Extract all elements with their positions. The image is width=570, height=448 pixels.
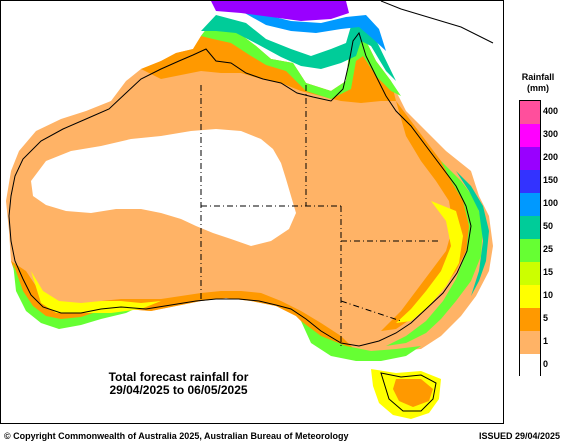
coastline bbox=[8, 31, 472, 347]
legend-swatch-1 bbox=[520, 331, 540, 354]
band-25mm-southeast bbox=[301, 321, 421, 361]
issued-date: ISSUED 29/04/2025 bbox=[478, 431, 560, 441]
caption-line1: Total forecast rainfall for bbox=[108, 370, 249, 384]
legend-label-1: 1 bbox=[543, 336, 549, 346]
map-caption: Total forecast rainfall for 29/04/2025 t… bbox=[61, 371, 296, 397]
legend-label-400: 400 bbox=[543, 106, 559, 116]
legend-label-15: 15 bbox=[543, 267, 554, 277]
legend-title: Rainfall (mm) bbox=[506, 72, 570, 94]
legend-title-line2: (mm) bbox=[527, 83, 549, 93]
legend-swatch-150 bbox=[520, 170, 540, 193]
band-10mm-southwest bbox=[31, 271, 161, 313]
legend-swatch-200 bbox=[520, 147, 540, 170]
tasmania-5mm bbox=[393, 379, 433, 407]
legend-label-150: 150 bbox=[543, 175, 559, 185]
legend-label-5: 5 bbox=[543, 313, 549, 323]
legend-label-200: 200 bbox=[543, 152, 559, 162]
legend-swatch-25 bbox=[520, 239, 540, 262]
australia-map bbox=[6, 1, 494, 419]
legend-swatch-50 bbox=[520, 216, 540, 239]
tasmania-outline bbox=[380, 372, 437, 412]
legend-swatch-15 bbox=[520, 262, 540, 285]
legend-label-50: 50 bbox=[543, 221, 554, 231]
copyright-notice: © Copyright Commonwealth of Australia 20… bbox=[4, 431, 349, 441]
legend-swatch-400 bbox=[520, 101, 540, 124]
legend-swatch-100 bbox=[520, 193, 540, 216]
legend-label-25: 25 bbox=[543, 244, 554, 254]
legend-swatch-300 bbox=[520, 124, 540, 147]
band-200mm-north bbox=[211, 1, 349, 21]
legend-scale bbox=[519, 100, 541, 377]
legend-label-300: 300 bbox=[543, 129, 559, 139]
state-borders bbox=[200, 85, 441, 346]
band-100mm-north bbox=[241, 11, 386, 51]
caption-line2: 29/04/2025 to 06/05/2025 bbox=[109, 383, 248, 397]
legend-label-100: 100 bbox=[543, 198, 559, 208]
legend-swatch-5 bbox=[520, 308, 540, 331]
dry-interior-0mm bbox=[31, 129, 296, 246]
forecast-map: Total forecast rainfall for 29/04/2025 t… bbox=[0, 0, 504, 424]
rainfall-legend: Rainfall (mm) 400 300 200 150 100 50 25 15 10 5 1 0 bbox=[506, 72, 570, 377]
legend-swatch-0 bbox=[520, 354, 540, 377]
legend-title-line1: Rainfall bbox=[521, 72, 555, 82]
legend-swatch-10 bbox=[520, 285, 540, 308]
band-10mm-east bbox=[396, 201, 463, 323]
neighbour-coast bbox=[380, 1, 494, 44]
legend-label-0: 0 bbox=[543, 359, 549, 369]
band-50mm-north bbox=[201, 15, 396, 81]
band-50mm-east bbox=[456, 171, 489, 296]
legend-label-10: 10 bbox=[543, 290, 554, 300]
